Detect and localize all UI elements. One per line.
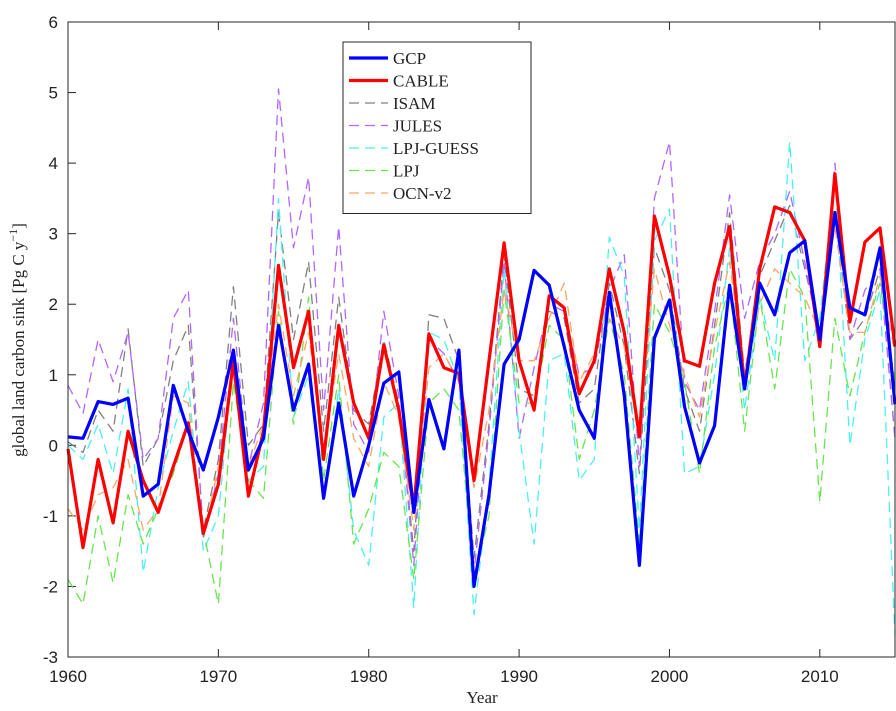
y-tick-label: 4 <box>49 154 58 173</box>
legend-label: OCN-v2 <box>393 184 452 203</box>
x-tick-label: 2010 <box>801 667 839 686</box>
y-tick-label: -3 <box>43 648 58 667</box>
series-line <box>66 172 896 550</box>
legend-label: JULES <box>393 117 442 136</box>
x-tick-label: 1960 <box>49 667 87 686</box>
x-axis-label: Year <box>466 688 498 707</box>
x-tick-label: 1980 <box>350 667 388 686</box>
y-tick-label: -2 <box>43 577 58 596</box>
x-tick-label: 1970 <box>199 667 237 686</box>
legend-label: LPJ <box>393 162 420 181</box>
y-tick-label: 2 <box>49 295 58 314</box>
legend-box <box>342 41 532 214</box>
y-axis-label-sup: −1 <box>6 229 20 242</box>
axes-box <box>67 21 896 658</box>
y-tick-label: 0 <box>49 436 58 455</box>
legend-label: ISAM <box>393 94 436 113</box>
y-tick-label: 5 <box>49 84 58 103</box>
y-tick-label: 6 <box>49 13 58 32</box>
y-axis-label-main: global land carbon sink [Pg C y <box>9 241 28 457</box>
legend-label: CABLE <box>393 72 449 91</box>
series-line <box>67 204 896 559</box>
legend: GCP CABLE ISAM JULES LPJ-GUESS LPJ OCN-v2 <box>342 41 532 214</box>
legend-label: LPJ-GUESS <box>393 139 479 158</box>
series-line <box>67 210 896 588</box>
x-tick-label: 2000 <box>651 667 689 686</box>
legend-label: GCP <box>393 49 426 68</box>
y-tick-label: 3 <box>49 225 58 244</box>
y-tick-label: -1 <box>43 507 58 526</box>
x-tick-label: 1990 <box>500 667 538 686</box>
y-axis-label: global land carbon sink [Pg C y−1] <box>6 223 28 457</box>
y-tick-label: 1 <box>49 366 58 385</box>
y-axis-label-end: ] <box>9 223 28 229</box>
